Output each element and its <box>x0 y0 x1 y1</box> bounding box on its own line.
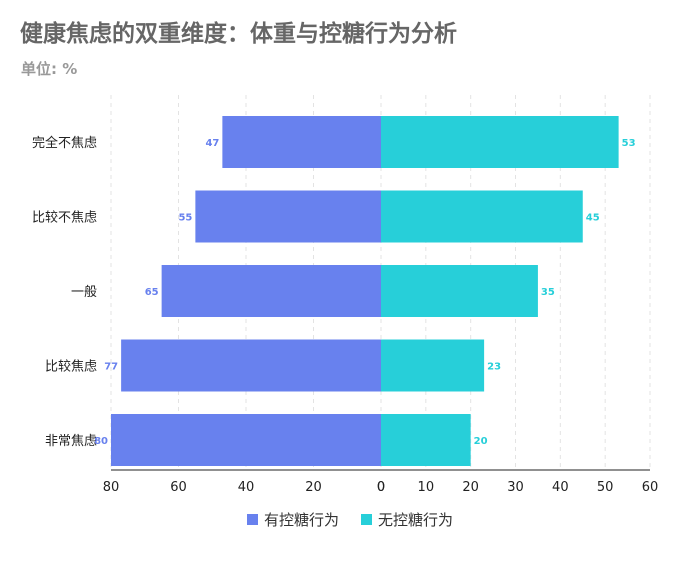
bar-right <box>381 116 619 168</box>
legend-swatch-left <box>246 514 258 525</box>
bar-left <box>121 339 381 392</box>
tick-label-right: 30 <box>507 480 524 495</box>
legend-item-left[interactable]: 有控糖行为 <box>246 509 339 530</box>
tick-label-left: 80 <box>103 480 120 495</box>
tick-label-left: 40 <box>238 480 255 495</box>
data-label-right: 23 <box>487 362 501 373</box>
tick-label-right: 20 <box>462 480 479 495</box>
bar-left <box>111 414 381 466</box>
tick-label-right: 60 <box>642 480 659 495</box>
data-label-right: 35 <box>541 287 555 298</box>
data-label-left: 47 <box>205 138 219 149</box>
bar-right <box>381 190 583 243</box>
bar-right <box>381 265 538 317</box>
data-label-left: 77 <box>104 362 118 373</box>
tick-label-right: 10 <box>418 480 435 495</box>
bar-left <box>222 116 381 168</box>
data-label-left: 65 <box>145 287 159 298</box>
category-label: 比较不焦虑 <box>32 211 97 226</box>
data-label-right: 45 <box>586 213 600 224</box>
data-label-left: 55 <box>178 213 192 224</box>
legend-swatch-right <box>361 514 372 525</box>
legend-label-right: 无控糖行为 <box>378 511 454 529</box>
category-label: 非常焦虑 <box>45 434 97 449</box>
bar-right <box>381 339 485 392</box>
legend-item-right[interactable]: 无控糖行为 <box>361 509 453 530</box>
tick-label-left: 0 <box>377 480 385 495</box>
tick-label-right: 50 <box>597 480 614 495</box>
data-label-left: 80 <box>94 436 108 447</box>
data-label-right: 53 <box>622 138 636 149</box>
category-label: 一般 <box>71 284 97 300</box>
chart-legend: 有控糖行为 无控糖行为 <box>0 509 700 530</box>
tick-label-left: 60 <box>170 480 187 495</box>
tick-label-right: 40 <box>552 480 569 495</box>
category-label: 完全不焦虑 <box>32 135 97 151</box>
chart-subtitle: 单位: % <box>21 60 78 78</box>
tick-label-left: 20 <box>305 480 322 495</box>
category-label: 比较焦虑 <box>45 360 97 375</box>
bar-left <box>195 190 381 243</box>
bar-left <box>161 265 381 317</box>
tick-label-right: 0 <box>377 480 385 495</box>
bar-right <box>381 414 471 466</box>
chart-title: 健康焦虑的双重维度：体重与控糖行为分析 <box>20 21 457 47</box>
legend-label-left: 有控糖行为 <box>263 511 339 529</box>
data-label-right: 20 <box>474 436 488 447</box>
